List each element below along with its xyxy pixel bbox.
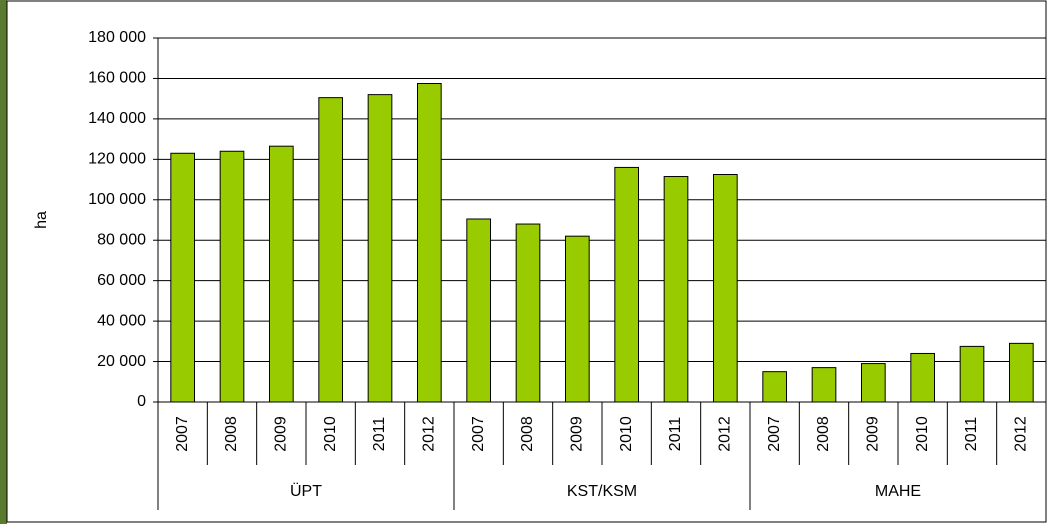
y-tick-label: 120 000 [88, 151, 146, 168]
bar [416, 83, 442, 403]
y-tick-label: 180 000 [88, 29, 146, 46]
bar [170, 152, 196, 403]
x-tick-label: 2007 [174, 416, 191, 452]
bar [268, 145, 294, 403]
y-tick-label: 20 000 [97, 353, 146, 370]
y-tick-label: 100 000 [88, 191, 146, 208]
bar [367, 94, 393, 403]
y-tick-label: 60 000 [97, 272, 146, 289]
bar [614, 166, 640, 403]
group-label: ÜPT [290, 482, 322, 500]
frame [6, 0, 1047, 523]
x-tick-label: 2012 [717, 416, 734, 452]
x-tick-label: 2012 [1013, 416, 1030, 452]
y-tick-label: 80 000 [97, 231, 146, 248]
bar [663, 176, 689, 403]
x-tick-label: 2008 [815, 416, 832, 452]
x-tick-label: 2011 [963, 417, 980, 452]
x-tick-label: 2010 [322, 416, 339, 452]
x-tick-label: 2010 [618, 416, 635, 452]
bar [1008, 342, 1034, 403]
x-tick-label: 2011 [667, 417, 684, 452]
bar [564, 235, 590, 403]
x-tick-label: 2008 [519, 416, 536, 452]
bar [910, 352, 936, 403]
x-tick-label: 2007 [470, 416, 487, 452]
bar [515, 223, 541, 403]
y-tick-label: 0 [137, 393, 146, 410]
x-tick-label: 2012 [421, 416, 438, 452]
bar [762, 371, 788, 403]
y-tick-label: 40 000 [97, 312, 146, 329]
bar [712, 174, 738, 403]
bar [811, 367, 837, 403]
x-tick-label: 2010 [914, 416, 931, 452]
x-tick-label: 2011 [371, 417, 388, 452]
y-tick-label: 160 000 [88, 70, 146, 87]
group-label: MAHE [875, 483, 921, 500]
x-tick-label: 2008 [223, 416, 240, 452]
bar [318, 97, 344, 403]
x-tick-label: 2009 [865, 416, 882, 452]
y-axis-label: ha [33, 211, 50, 229]
bar [466, 218, 492, 403]
x-tick-label: 2007 [766, 416, 783, 452]
edge [0, 0, 7, 524]
y-tick-label: 140 000 [88, 110, 146, 127]
bar [959, 345, 985, 403]
group-label: KST/KSM [567, 483, 637, 500]
bar [860, 363, 886, 403]
x-tick-label: 2009 [273, 416, 290, 452]
bar [219, 150, 245, 403]
x-tick-label: 2009 [569, 416, 586, 452]
